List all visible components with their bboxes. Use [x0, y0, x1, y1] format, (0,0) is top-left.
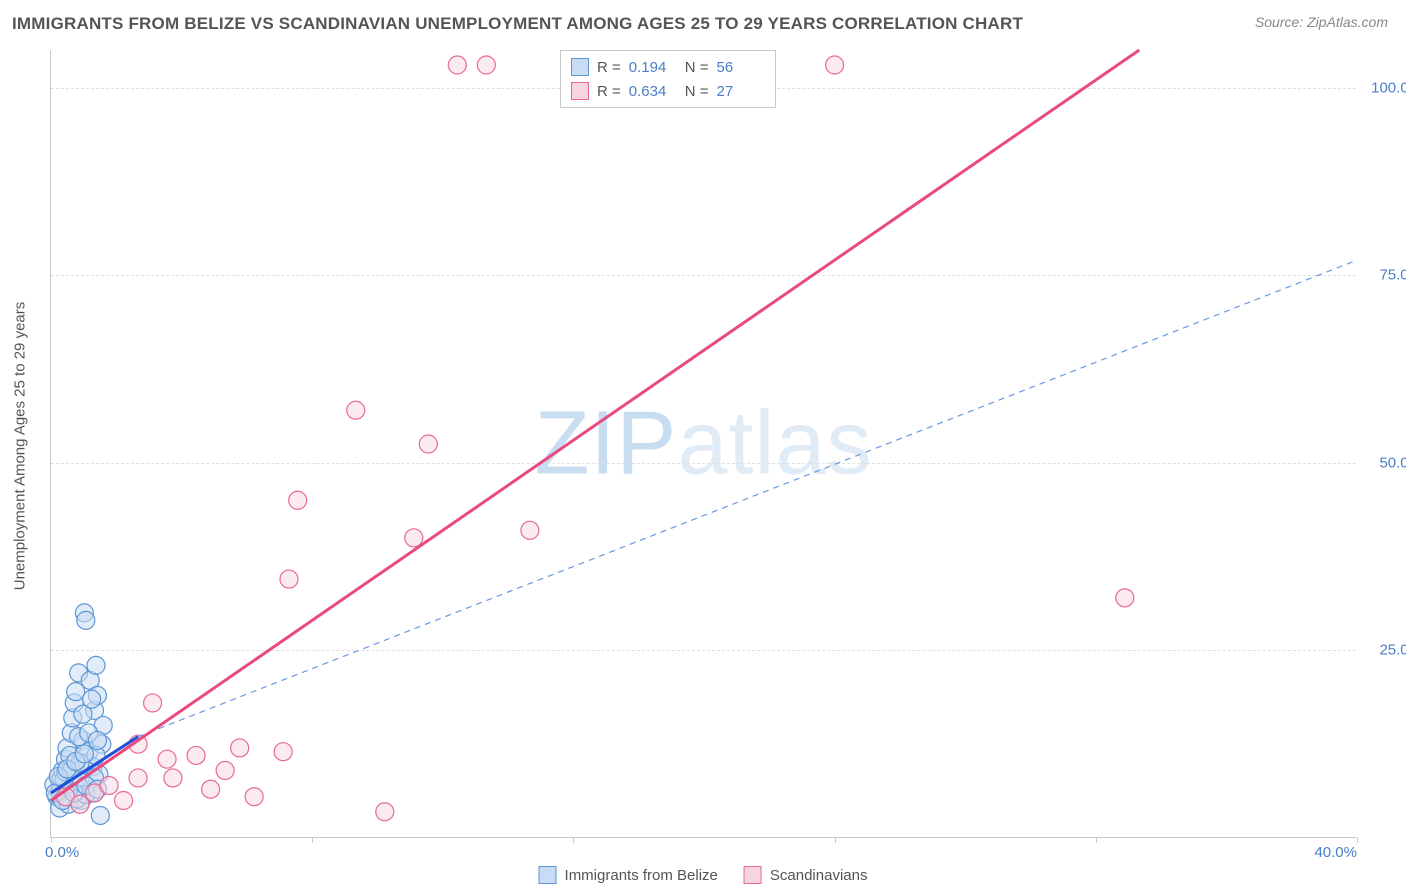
x-tick — [1096, 837, 1097, 843]
legend-item-0: Immigrants from Belize — [539, 866, 718, 884]
x-tick — [573, 837, 574, 843]
stats-row-1: R = 0.634 N = 27 — [571, 79, 765, 103]
x-tick — [51, 837, 52, 843]
x-tick-label: 40.0% — [1314, 844, 1357, 861]
data-point — [289, 491, 307, 509]
svg-layer — [51, 50, 1356, 837]
data-point — [419, 435, 437, 453]
data-point — [245, 788, 263, 806]
legend-swatch-1 — [744, 866, 762, 884]
data-point — [274, 743, 292, 761]
data-point — [115, 791, 133, 809]
data-point — [347, 401, 365, 419]
data-point — [87, 656, 105, 674]
y-tick-label: 25.0% — [1379, 642, 1406, 659]
x-tick — [1357, 837, 1358, 843]
bottom-legend: Immigrants from Belize Scandinavians — [539, 866, 868, 884]
chart-title: IMMIGRANTS FROM BELIZE VS SCANDINAVIAN U… — [12, 14, 1023, 34]
swatch-series-0 — [571, 58, 589, 76]
y-tick-label: 100.0% — [1371, 79, 1406, 96]
r-label-0: R = — [597, 59, 621, 76]
x-tick — [312, 837, 313, 843]
data-point — [164, 769, 182, 787]
data-point — [826, 56, 844, 74]
data-point — [376, 803, 394, 821]
legend-label-0: Immigrants from Belize — [565, 867, 718, 884]
correlation-chart: IMMIGRANTS FROM BELIZE VS SCANDINAVIAN U… — [0, 0, 1406, 892]
data-point — [202, 780, 220, 798]
n-label-1: N = — [685, 83, 709, 100]
r-label-1: R = — [597, 83, 621, 100]
data-point — [280, 570, 298, 588]
data-point — [75, 745, 93, 763]
data-point — [83, 690, 101, 708]
n-label-0: N = — [685, 59, 709, 76]
data-point — [129, 769, 147, 787]
source-label: Source: ZipAtlas.com — [1255, 14, 1388, 30]
legend-label-1: Scandinavians — [770, 867, 868, 884]
data-point — [88, 731, 106, 749]
data-point — [231, 739, 249, 757]
plot-area: ZIPatlas 25.0%50.0%75.0%100.0%0.0%40.0% — [50, 50, 1356, 838]
stats-legend-box: R = 0.194 N = 56 R = 0.634 N = 27 — [560, 50, 776, 108]
data-point — [448, 56, 466, 74]
data-point — [187, 746, 205, 764]
swatch-series-1 — [571, 82, 589, 100]
data-point — [216, 761, 234, 779]
data-point — [477, 56, 495, 74]
data-point — [158, 750, 176, 768]
data-point — [91, 806, 109, 824]
x-tick-label: 0.0% — [45, 844, 79, 861]
legend-swatch-0 — [539, 866, 557, 884]
data-point — [521, 521, 539, 539]
data-point — [405, 529, 423, 547]
data-point — [144, 694, 162, 712]
r-value-1: 0.634 — [629, 83, 677, 100]
y-tick-label: 75.0% — [1379, 267, 1406, 284]
stats-row-0: R = 0.194 N = 56 — [571, 55, 765, 79]
data-point — [77, 611, 95, 629]
y-axis-title: Unemployment Among Ages 25 to 29 years — [12, 302, 29, 591]
data-point — [1116, 589, 1134, 607]
n-value-0: 56 — [717, 59, 765, 76]
legend-item-1: Scandinavians — [744, 866, 868, 884]
y-tick-label: 50.0% — [1379, 454, 1406, 471]
x-tick — [835, 837, 836, 843]
data-point — [100, 776, 118, 794]
r-value-0: 0.194 — [629, 59, 677, 76]
n-value-1: 27 — [717, 83, 765, 100]
